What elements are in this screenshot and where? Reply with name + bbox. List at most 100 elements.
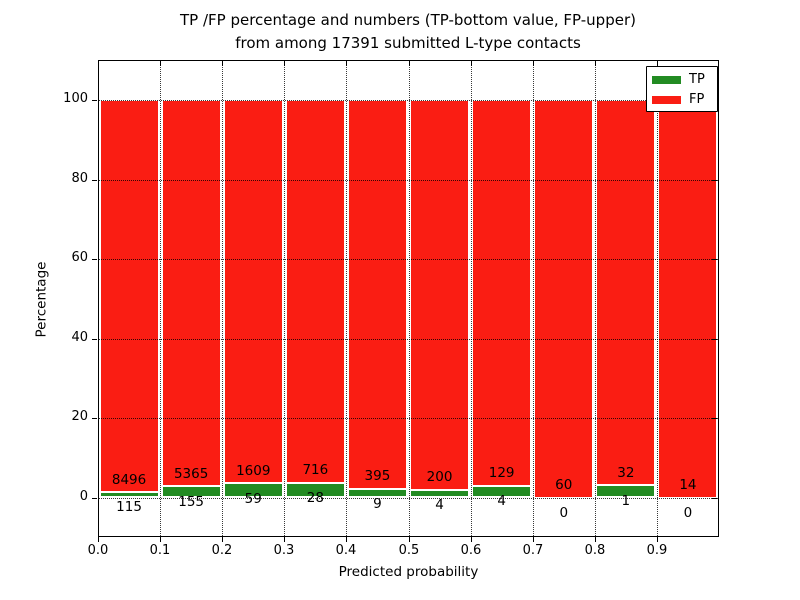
x-tick-mark xyxy=(160,537,161,542)
gridline-vertical xyxy=(533,61,534,536)
gridline-vertical xyxy=(409,61,410,536)
bar-segment-fp xyxy=(224,100,283,484)
x-tick-label: 0.3 xyxy=(273,543,295,558)
x-tick-mark xyxy=(595,537,596,542)
y-tick-label: 40 xyxy=(71,330,88,345)
x-tick-mark xyxy=(471,537,472,542)
y-tick-mark-right xyxy=(712,339,717,340)
bar-segment-fp xyxy=(472,100,531,486)
chart-title-line-2: from among 17391 submitted L-type contac… xyxy=(235,34,581,52)
x-tick-mark-top xyxy=(284,61,285,66)
tp-count-label: 28 xyxy=(306,489,324,506)
chart-title: TP /FP percentage and numbers (TP-bottom… xyxy=(58,9,758,55)
gridline-vertical xyxy=(284,61,285,536)
fp-count-label: 8496 xyxy=(111,471,147,488)
chart-title-line-1: TP /FP percentage and numbers (TP-bottom… xyxy=(180,11,636,29)
x-tick-mark-top xyxy=(657,61,658,66)
y-tick-mark xyxy=(92,100,97,101)
fp-count-label: 5365 xyxy=(173,465,209,482)
y-tick-label: 60 xyxy=(71,250,88,265)
gridline-vertical xyxy=(346,61,347,536)
x-tick-label: 0.4 xyxy=(335,543,357,558)
x-tick-mark-top xyxy=(533,61,534,66)
fp-count-label: 60 xyxy=(555,477,573,493)
x-tick-label: 0.9 xyxy=(646,543,668,558)
x-tick-mark-top xyxy=(222,61,223,66)
bar-segment-tp xyxy=(410,489,469,498)
y-tick-label: 20 xyxy=(71,409,88,424)
gridline-vertical xyxy=(160,61,161,536)
bar-segment-fp xyxy=(410,100,469,490)
bar-segment-tp xyxy=(224,483,283,498)
fp-count-label: 395 xyxy=(364,468,391,485)
legend-label-fp: FP xyxy=(689,92,705,107)
legend: TP FP xyxy=(646,66,718,112)
gridline-vertical xyxy=(222,61,223,536)
tp-count-label: 1 xyxy=(621,492,631,509)
fp-count-label: 716 xyxy=(302,462,329,479)
x-tick-mark-top xyxy=(471,61,472,66)
fp-count-label: 200 xyxy=(426,469,453,486)
tp-count-label: 59 xyxy=(244,490,262,507)
y-tick-label: 0 xyxy=(79,489,88,504)
y-tick-mark xyxy=(92,259,97,260)
plot-frame xyxy=(98,60,719,537)
gridline-vertical xyxy=(471,61,472,536)
y-tick-mark xyxy=(92,418,97,419)
x-tick-label: 0.8 xyxy=(584,543,606,558)
tp-count-label: 9 xyxy=(373,495,382,512)
x-tick-mark-top xyxy=(346,61,347,66)
x-tick-mark xyxy=(533,537,534,542)
y-tick-mark xyxy=(92,498,97,499)
x-tick-mark xyxy=(346,537,347,542)
legend-label-tp: TP xyxy=(689,72,705,87)
x-tick-label: 0.6 xyxy=(460,543,482,558)
x-tick-label: 0.1 xyxy=(149,543,171,558)
bar-segment-tp xyxy=(162,486,221,498)
x-tick-mark xyxy=(657,537,658,542)
x-tick-mark xyxy=(222,537,223,542)
bar-segment-tp xyxy=(472,485,531,498)
tp-count-label: 155 xyxy=(178,493,205,510)
bar-segment-fp xyxy=(596,100,655,486)
y-tick-mark-right xyxy=(712,259,717,260)
fp-count-label: 1609 xyxy=(236,462,271,479)
bar-segment-fp xyxy=(658,100,717,498)
bar-segment-fp xyxy=(348,100,407,489)
x-tick-label: 0.7 xyxy=(522,543,544,558)
bar-segment-fp xyxy=(100,100,159,493)
x-tick-label: 0.0 xyxy=(87,543,109,558)
gridline-horizontal xyxy=(99,418,718,419)
legend-row-tp: TP xyxy=(652,72,714,87)
bar-segment-fp xyxy=(534,100,593,498)
y-tick-label: 100 xyxy=(63,91,88,106)
y-tick-mark-right xyxy=(712,180,717,181)
x-tick-mark-top xyxy=(409,61,410,66)
bar-segment-tp xyxy=(348,488,407,498)
y-tick-mark-right xyxy=(712,418,717,419)
tp-count-label: 0 xyxy=(559,504,569,521)
fp-count-label: 129 xyxy=(488,465,515,482)
tp-count-label: 0 xyxy=(683,504,693,521)
tp-count-label: 115 xyxy=(116,499,142,516)
gridline-horizontal xyxy=(99,100,718,101)
x-tick-mark xyxy=(409,537,410,542)
fp-count-label: 14 xyxy=(679,477,697,493)
fp-count-label: 32 xyxy=(617,464,635,481)
x-tick-mark-top xyxy=(160,61,161,66)
gridline-horizontal xyxy=(99,259,718,260)
x-tick-mark xyxy=(98,537,99,542)
gridline-vertical xyxy=(657,61,658,536)
x-tick-mark xyxy=(284,537,285,542)
legend-swatch-tp-icon xyxy=(652,76,681,84)
legend-swatch-fp-icon xyxy=(652,96,681,104)
tp-count-label: 4 xyxy=(497,492,506,509)
bar-segment-tp xyxy=(286,482,345,498)
y-tick-label: 80 xyxy=(71,171,88,186)
y-tick-mark xyxy=(92,339,97,340)
gridline-horizontal xyxy=(99,339,718,340)
